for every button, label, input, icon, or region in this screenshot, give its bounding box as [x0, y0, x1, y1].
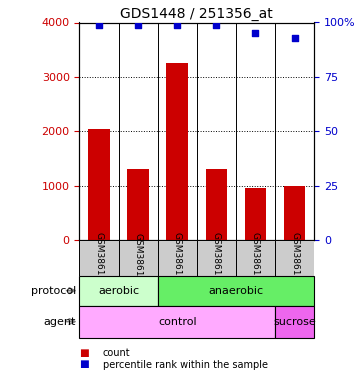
Bar [205, 170, 227, 240]
Point [292, 35, 297, 41]
Bar [275, 306, 314, 338]
Bar [79, 240, 118, 276]
Bar [79, 276, 158, 306]
Bar [79, 306, 275, 338]
Text: GSM38615: GSM38615 [173, 232, 182, 282]
Bar [166, 63, 188, 240]
Bar [127, 170, 149, 240]
Bar [88, 129, 110, 240]
Text: percentile rank within the sample: percentile rank within the sample [103, 360, 268, 369]
Text: GSM38617: GSM38617 [251, 232, 260, 282]
Text: sucrose: sucrose [273, 316, 316, 327]
Text: anaerobic: anaerobic [208, 286, 264, 296]
Title: GDS1448 / 251356_at: GDS1448 / 251356_at [120, 8, 273, 21]
Bar [284, 186, 305, 240]
Text: agent: agent [43, 316, 76, 327]
Text: GSM38614: GSM38614 [134, 232, 143, 282]
Point [135, 22, 141, 28]
Text: ■: ■ [79, 360, 89, 369]
Bar [275, 240, 314, 276]
Text: count: count [103, 348, 131, 358]
Text: control: control [158, 316, 196, 327]
Text: GSM38613: GSM38613 [95, 232, 104, 282]
Bar [158, 276, 314, 306]
Bar [197, 240, 236, 276]
Text: GSM38618: GSM38618 [290, 232, 299, 282]
Point [96, 22, 102, 28]
Point [213, 22, 219, 28]
Text: ■: ■ [79, 348, 89, 358]
Text: protocol: protocol [31, 286, 76, 296]
Bar [118, 240, 158, 276]
Point [252, 30, 258, 36]
Text: aerobic: aerobic [98, 286, 139, 296]
Text: GSM38616: GSM38616 [212, 232, 221, 282]
Bar [236, 240, 275, 276]
Bar [245, 188, 266, 240]
Point [174, 22, 180, 28]
Bar [158, 240, 197, 276]
